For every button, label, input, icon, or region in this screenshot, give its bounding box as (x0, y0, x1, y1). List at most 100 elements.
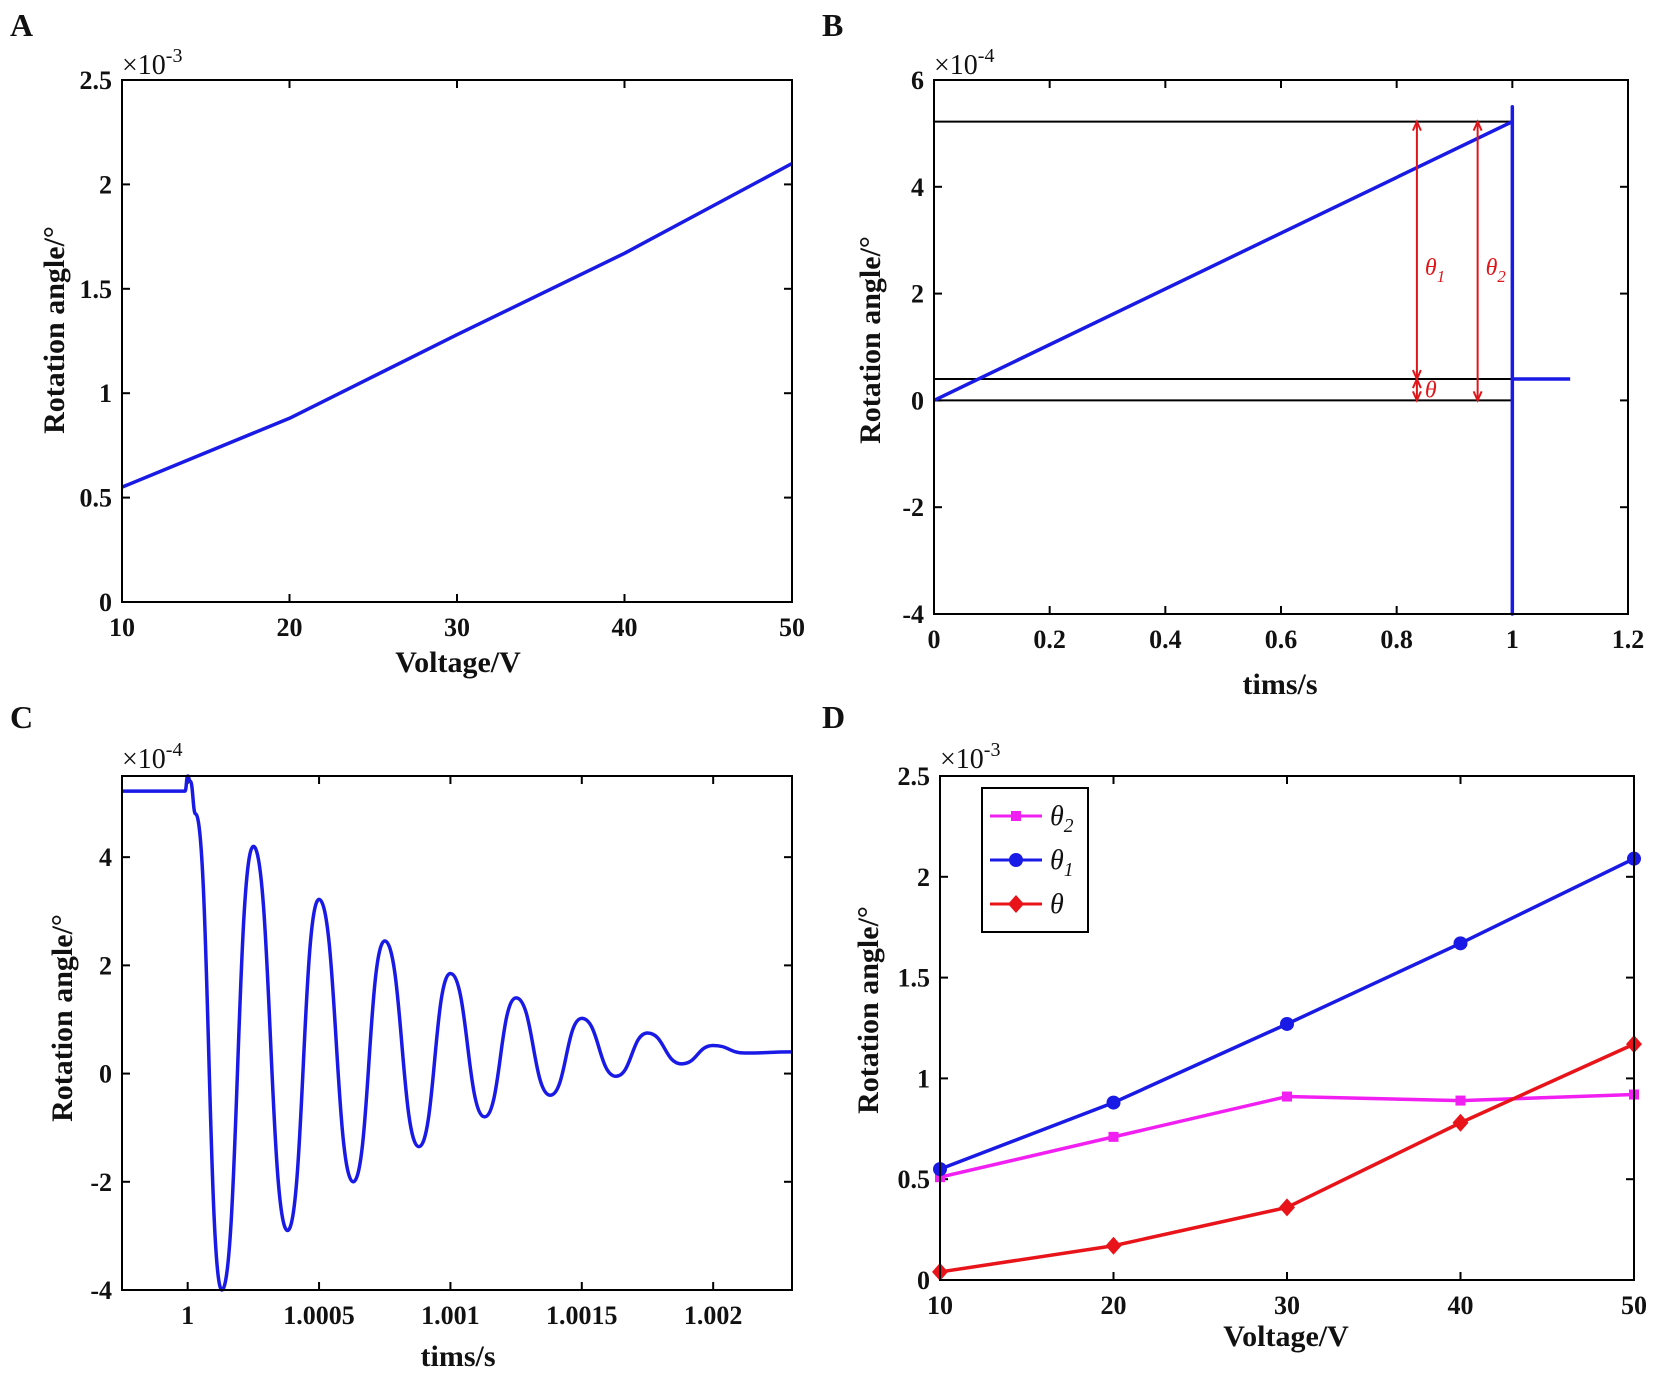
panel-d-letter: D (822, 699, 845, 735)
panel-b-y-label: Rotation angle/° (854, 236, 887, 444)
panel-a-series (121, 161, 793, 489)
panel-d-legend-marker (1009, 853, 1023, 867)
panel-d-data-point (1282, 1091, 1292, 1102)
panel-d-y-tick-label: 2.5 (898, 762, 931, 791)
panel-d-y-label: Rotation angle/° (852, 906, 885, 1114)
panel-a-y-tick-label: 2 (99, 170, 112, 199)
panel-b-y-tick-label: 0 (911, 386, 924, 415)
panel-a-letter: A (10, 7, 33, 43)
panel-b-series-line-0 (933, 104, 1571, 616)
panel-c-y-exponent: ×10-4 (122, 739, 182, 775)
panel-b-arrow-head (1411, 376, 1422, 389)
panel-b-x-tick-label: 0.6 (1265, 625, 1298, 654)
panel-b: B -4 -2 0 2 4 6 0 0.2 0.4 0.6 0.8 1 1.2 θ1 θ2 θ ×10-4… (822, 7, 1644, 701)
panel-b-x-tick-label: 0 (928, 625, 941, 654)
panel-d-x-label: Voltage/V (1223, 1320, 1349, 1353)
panel-b-annotation-label-0: θ1 (1425, 255, 1445, 286)
panel-b-y-ticks: -4 -2 0 2 4 6 (902, 66, 1628, 629)
panel-d-y-tick-label: 1 (917, 1064, 930, 1093)
panel-d-y-exponent: ×10-3 (940, 739, 1000, 775)
panel-c-y-label: Rotation angle/° (46, 914, 79, 1122)
panel-b-x-tick-label: 0.4 (1149, 625, 1182, 654)
panel-d-legend-label-1: θ1 (1050, 845, 1074, 881)
panel-c-y-tick-label: 2 (99, 951, 112, 980)
panel-b-arrow-head (1472, 390, 1483, 403)
panel-a-y-tick-label: 0.5 (80, 484, 113, 513)
panel-d-x-tick-label: 30 (1274, 1291, 1300, 1320)
panel-c-x-tick-label: 1.0005 (283, 1301, 355, 1330)
panel-c-x-tick-label: 1.0015 (546, 1301, 618, 1330)
panel-d-data-point (1105, 1236, 1122, 1255)
panel-a-y-tick-label: 1.5 (80, 275, 113, 304)
panel-d-data-point (1453, 936, 1468, 951)
panel-a-x-tick-label: 50 (779, 613, 805, 642)
panel-d-data-point (1106, 1095, 1121, 1110)
panel-c-y-tick-label: -2 (90, 1168, 112, 1197)
panel-d-data-point (1108, 1131, 1119, 1142)
panel-b-x-ticks: 0 0.2 0.4 0.6 0.8 1 1.2 (928, 80, 1645, 654)
panel-b-y-tick-label: 4 (911, 173, 924, 202)
panel-c-x-ticks: 1 1.0005 1.001 1.0015 1.002 (181, 776, 742, 1330)
panel-d-x-tick-label: 50 (1621, 1291, 1647, 1320)
panel-b-arrow-head (1411, 390, 1422, 403)
panel-d-legend: θ2 θ1 θ (981, 787, 1089, 933)
panel-b-x-tick-label: 1 (1506, 625, 1519, 654)
panel-c-series (121, 774, 793, 1292)
panel-a-x-ticks: 10 20 30 40 50 (109, 80, 805, 642)
panel-a-y-ticks: 0 0.5 1 1.5 2 2.5 (80, 66, 792, 617)
panel-d-data-point (1279, 1198, 1295, 1217)
panel-d-x-tick-label: 10 (927, 1291, 953, 1320)
panel-d-y-tick-label: 1.5 (898, 964, 931, 993)
panel-c-x-tick-label: 1.002 (684, 1301, 743, 1330)
panel-d: D 0 0.5 1 1.5 2 2.5 10 20 30 40 50 θ2 θ1 θ ×10-3 Vo… (822, 699, 1647, 1353)
panel-a-y-tick-label: 0 (99, 588, 112, 617)
panel-a-x-tick-label: 40 (612, 613, 638, 642)
panel-d-series-line-0 (939, 1092, 1635, 1179)
panel-d-y-tick-label: 0.5 (898, 1165, 931, 1194)
panel-b-x-tick-label: 0.8 (1380, 625, 1413, 654)
panel-d-x-tick-label: 40 (1448, 1291, 1474, 1320)
panel-d-x-tick-label: 20 (1101, 1291, 1127, 1320)
panel-d-series-line-2 (939, 1042, 1635, 1274)
panel-b-axes-box (933, 79, 1629, 615)
panel-d-y-tick-label: 2 (917, 863, 930, 892)
panel-b-y-exponent: ×10-4 (934, 45, 994, 81)
panel-a-y-tick-label: 2.5 (80, 66, 113, 95)
panel-c-y-tick-label: 0 (99, 1060, 112, 1089)
panel-c-x-tick-label: 1 (181, 1301, 194, 1330)
panel-b-x-label: tims/s (1243, 668, 1318, 701)
panel-d-data-point (1452, 1113, 1469, 1132)
panel-b-x-tick-label: 1.2 (1612, 625, 1645, 654)
panel-b-annotations: θ1 θ2 θ (1411, 119, 1507, 404)
panel-b-annotation-label-1: θ2 (1486, 255, 1507, 286)
panel-d-data-point (1280, 1016, 1294, 1031)
panel-d-legend-marker (1011, 811, 1021, 821)
panel-c-y-tick-label: 4 (99, 843, 112, 872)
panel-d-data-point (1455, 1095, 1466, 1106)
panel-d-legend-label-0: θ2 (1050, 801, 1074, 837)
panel-c-series-line-0 (121, 774, 793, 1292)
panel-b-arrow-head (1472, 119, 1483, 132)
panel-c-y-tick-label: -4 (90, 1276, 112, 1305)
panel-d-x-ticks: 10 20 30 40 50 (927, 776, 1647, 1320)
panel-d-legend-marker (1008, 895, 1024, 913)
panel-a-x-tick-label: 10 (109, 613, 135, 642)
panel-c-axes-box (121, 775, 793, 1291)
panel-a-x-label: Voltage/V (395, 646, 521, 679)
panel-b-arrow-head (1411, 119, 1422, 132)
panel-c-x-tick-label: 1.001 (421, 1301, 480, 1330)
panel-a: A 0 0.5 1 1.5 2 2.5 10 20 30 40 50 ×10-3 Voltage/… (10, 7, 805, 679)
panel-b-x-tick-label: 0.2 (1033, 625, 1066, 654)
panel-d-y-ticks: 0 0.5 1 1.5 2 2.5 (898, 762, 1634, 1295)
panel-a-y-exponent: ×10-3 (122, 45, 182, 81)
panel-a-series-line-0 (121, 161, 793, 489)
panel-b-annotation-label-2: θ (1425, 378, 1437, 404)
panel-c-letter: C (10, 699, 33, 735)
panel-a-axes-box (121, 79, 793, 603)
panel-b-y-tick-label: -4 (902, 600, 924, 629)
panel-c-y-ticks: -4 -2 0 2 4 (90, 843, 792, 1305)
panel-c-x-label: tims/s (421, 1340, 496, 1373)
panel-a-x-tick-label: 30 (444, 613, 470, 642)
panel-b-y-tick-label: 6 (911, 66, 924, 95)
